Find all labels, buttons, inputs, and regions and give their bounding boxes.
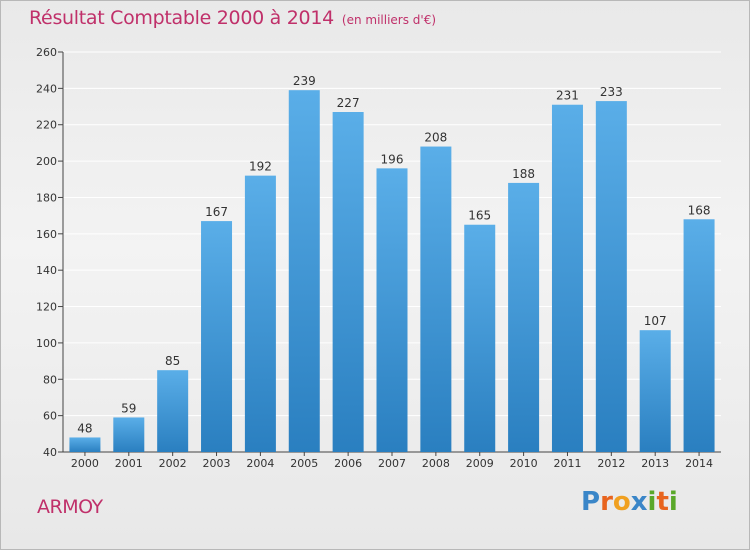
logo-letter: o: [612, 487, 631, 517]
y-tick-label: 220: [36, 119, 57, 132]
value-label-2009: 165: [468, 209, 491, 223]
y-tick-label: 140: [36, 264, 57, 277]
bar-2000: [69, 437, 101, 452]
bar-2010: [508, 182, 540, 452]
value-label-2000: 48: [77, 421, 92, 435]
x-tick-label: 2014: [685, 457, 713, 470]
value-label-2007: 196: [381, 152, 404, 166]
y-tick-label: 80: [43, 373, 57, 386]
bar-2004: [244, 175, 276, 453]
x-tick-label: 2009: [466, 457, 494, 470]
y-tick-label: 240: [36, 82, 57, 95]
value-label-2012: 233: [600, 85, 623, 99]
bar-2011: [551, 104, 583, 453]
value-label-2006: 227: [337, 96, 360, 110]
bar-2002: [157, 370, 189, 452]
x-tick-label: 2012: [597, 457, 625, 470]
value-label-2011: 231: [556, 89, 579, 103]
value-label-2010: 188: [512, 167, 535, 181]
chart-title: Résultat Comptable 2000 à 2014 (en millie…: [29, 7, 436, 29]
x-tick-label: 2004: [246, 457, 274, 470]
y-tick-label: 100: [36, 337, 57, 350]
x-tick-label: 2003: [203, 457, 231, 470]
value-label-2004: 192: [249, 160, 272, 174]
chart-unit-label: (en milliers d'€): [341, 13, 437, 27]
x-tick-label: 2011: [553, 457, 581, 470]
bar-2005: [288, 90, 320, 452]
proxiti-logo[interactable]: Proxiti: [581, 487, 678, 517]
x-tick-label: 2005: [290, 457, 318, 470]
x-tick-label: 2002: [159, 457, 187, 470]
value-label-2008: 208: [424, 131, 447, 145]
bar-2007: [376, 168, 408, 452]
bars: [69, 90, 715, 453]
bar-2009: [464, 224, 496, 452]
logo-letter: i: [668, 487, 678, 517]
y-tick-label: 40: [43, 446, 57, 459]
logo-letter: x: [630, 487, 648, 517]
axes: 40 60 80 100 120 140 160 180 200 220 240 260 2000 200…: [36, 46, 721, 470]
value-label-2001: 59: [121, 401, 136, 415]
value-label-2014: 168: [688, 203, 711, 217]
logo-letter: t: [656, 487, 669, 517]
value-label-2002: 85: [165, 354, 180, 368]
y-tick-label: 120: [36, 301, 57, 314]
value-label-2005: 239: [293, 74, 316, 88]
bar-2013: [639, 330, 671, 452]
x-tick-label: 2008: [422, 457, 450, 470]
y-tick-label: 200: [36, 155, 57, 168]
logo-letter: i: [647, 487, 657, 517]
value-label-2003: 167: [205, 205, 228, 219]
x-tick-label: 2013: [641, 457, 669, 470]
y-tick-label: 60: [43, 410, 57, 423]
bar-2001: [113, 417, 145, 452]
y-tick-label: 260: [36, 46, 57, 59]
x-tick-label: 2001: [115, 457, 143, 470]
bar-2012: [595, 101, 627, 452]
value-label-2013: 107: [644, 314, 667, 328]
x-tick-label: 2000: [71, 457, 99, 470]
y-tick-label: 160: [36, 228, 57, 241]
x-tick-label: 2010: [510, 457, 538, 470]
bar-2003: [201, 221, 233, 452]
y-tick-label: 180: [36, 191, 57, 204]
logo-letter: r: [600, 487, 613, 517]
bar-2006: [332, 112, 364, 452]
commune-name: ARMOY: [37, 496, 103, 518]
bar-2008: [420, 146, 452, 452]
logo-letter: P: [581, 487, 601, 517]
chart-title-text: Résultat Comptable 2000 à 2014: [29, 7, 334, 29]
value-labels: 48 59 85 167 192 239 227 196 208 165 188 231 233 107 1…: [77, 74, 710, 435]
bar-2014: [683, 219, 715, 452]
x-tick-label: 2007: [378, 457, 406, 470]
x-tick-label: 2006: [334, 457, 362, 470]
